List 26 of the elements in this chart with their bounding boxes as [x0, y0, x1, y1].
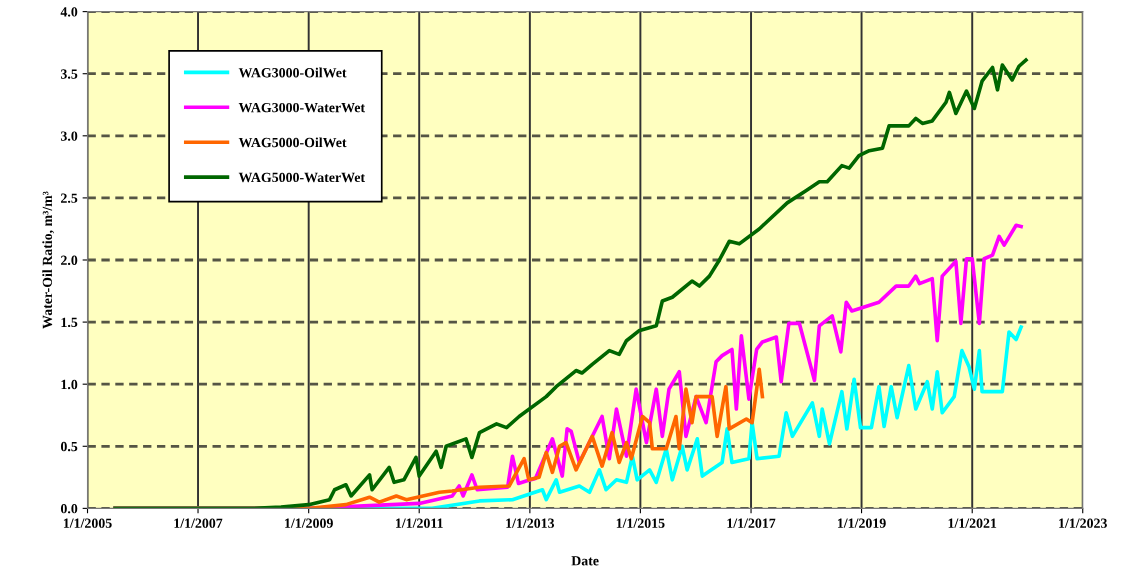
x-tick-label: 1/1/2019 [837, 518, 886, 528]
x-tick-label: 1/1/2011 [396, 518, 443, 528]
y-tick-label: 1.0 [61, 379, 78, 390]
x-tick-label: 1/1/2007 [174, 518, 223, 528]
x-tick-label: 1/1/2015 [616, 518, 665, 528]
x-tick-label: 1/1/2009 [285, 518, 333, 528]
legend-label: WAG5000-OilWet [238, 137, 347, 148]
y-tick-label: 0.0 [60, 503, 78, 514]
y-tick-label: 0.5 [60, 441, 78, 452]
line-series [113, 58, 1028, 509]
x-tick-label: 1/1/2021 [948, 518, 997, 528]
y-tick-label: 2.0 [61, 255, 78, 266]
legend-label: WAG3000-OilWet [238, 67, 347, 78]
y-axis-title: Water-Oil Ratio, m³/m³ [42, 191, 55, 329]
y-tick-label: 3.0 [60, 131, 78, 141]
x-tick-label: 1/1/2005 [63, 518, 112, 528]
y-tick-label: 1.5 [61, 317, 78, 328]
legend-label: WAG5000-WaterWet [238, 172, 365, 183]
y-tick-label: 3.5 [60, 69, 78, 79]
x-axis-title: Date [571, 556, 599, 566]
x-tick-label: 1/1/2023 [1059, 518, 1107, 528]
y-tick-label: 2.5 [61, 193, 78, 203]
legend-label: WAG3000-WaterWet [238, 102, 365, 113]
x-tick-label: 1/1/2017 [727, 518, 776, 528]
y-tick-label: 4.0 [60, 7, 78, 17]
x-tick-label: 1/1/2013 [506, 518, 555, 528]
